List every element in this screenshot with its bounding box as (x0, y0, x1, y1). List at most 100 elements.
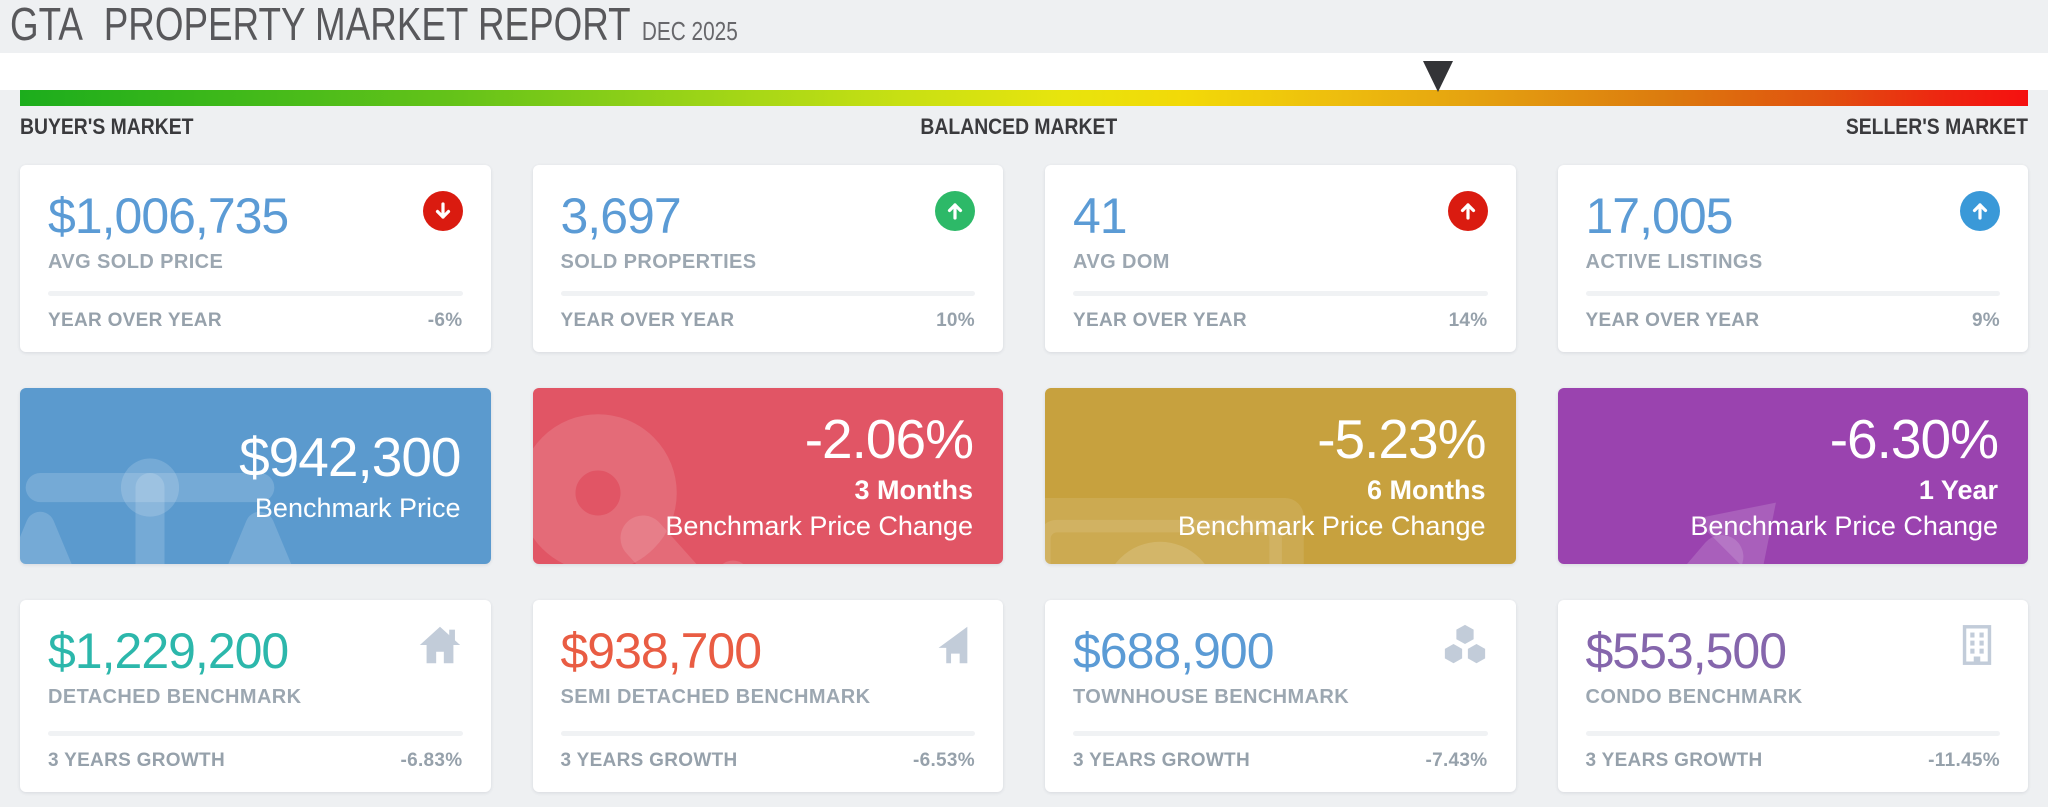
footer-value: -6.53% (912, 750, 975, 771)
kpi-label: AVG SOLD PRICE (48, 251, 224, 273)
benchmark-text: -5.23% 6 Months Benchmark Price Change (1177, 407, 1487, 542)
property-label: SEMI DETACHED BENCHMARK (560, 686, 871, 708)
footer-value: -6% (427, 310, 463, 331)
brand-text: GTA (10, 0, 83, 50)
divider (560, 291, 975, 296)
gauge-gradient-bar (20, 90, 2028, 106)
kpi-card-avg-dom: 41 AVG DOM YEAR OVER YEAR 14% (1045, 165, 1516, 352)
benchmark-period: 1 Year (1918, 475, 1998, 506)
property-value: $938,700 (560, 623, 763, 679)
card-footer: YEAR OVER YEAR -6% (48, 310, 463, 332)
sellers-market-label: SELLER'S MARKET (1845, 114, 2028, 139)
cards-grid: $1,006,735 AVG SOLD PRICE YEAR OVER YEAR… (20, 165, 2028, 792)
report-header: GTA PROPERTY MARKET REPORT DEC 2025 (0, 0, 2048, 53)
footer-label: YEAR OVER YEAR (48, 310, 222, 331)
benchmark-period: 3 Months (854, 475, 974, 506)
market-gauge: BUYER'S MARKET BALANCED MARKET SELLER'S … (0, 53, 2048, 140)
gauge-labels: BUYER'S MARKET BALANCED MARKET SELLER'S … (20, 114, 2028, 140)
footer-value: 10% (936, 310, 975, 331)
card-footer: YEAR OVER YEAR 14% (1073, 310, 1488, 332)
card-footer: 3 YEARS GROWTH -7.43% (1073, 750, 1488, 772)
property-card-detached: $1,229,200 DETACHED BENCHMARK 3 YEARS GR… (20, 600, 491, 792)
footer-value: -6.83% (400, 750, 463, 771)
property-label: CONDO BENCHMARK (1585, 686, 1803, 708)
footer-label: 3 YEARS GROWTH (560, 750, 738, 771)
divider (560, 731, 975, 736)
kpi-card-avg-sold-price: $1,006,735 AVG SOLD PRICE YEAR OVER YEAR… (20, 165, 491, 352)
trend-up-icon (1686, 502, 1776, 564)
benchmark-value: -2.06% (804, 407, 974, 470)
semi-detached-house-icon (938, 626, 968, 664)
benchmark-value: -6.30% (1829, 407, 1999, 470)
divider (48, 731, 463, 736)
footer-label: 3 YEARS GROWTH (48, 750, 225, 771)
circle-arrow-up-icon (935, 191, 975, 231)
buyers-market-label: BUYER'S MARKET (20, 114, 194, 139)
cubes-icon (1444, 624, 1485, 664)
property-card-townhouse: $688,900 TOWNHOUSE BENCHMARK 3 YEARS GRO… (1045, 600, 1516, 792)
kpi-value: 17,005 (1585, 188, 1734, 244)
kpi-card-sold-properties: 3,697 SOLD PROPERTIES YEAR OVER YEAR 10% (532, 165, 1003, 352)
card-footer: YEAR OVER YEAR 10% (561, 310, 976, 332)
kpi-value: 3,697 (560, 188, 682, 244)
gauge-marker-triangle-icon (1422, 61, 1453, 92)
property-card-condo: $553,500 CONDO BENCHMARK 3 YEARS GROWTH … (1557, 600, 2028, 792)
card-footer: YEAR OVER YEAR 9% (1586, 310, 2001, 332)
money-bill-icon: 1 (1045, 498, 1304, 564)
key-icon (532, 414, 743, 564)
benchmark-label: Benchmark Price Change (1177, 511, 1486, 542)
benchmark-text: -2.06% 3 Months Benchmark Price Change (665, 407, 974, 542)
kpi-label: SOLD PROPERTIES (560, 251, 757, 273)
footer-label: 3 YEARS GROWTH (1073, 750, 1250, 771)
footer-label: YEAR OVER YEAR (1585, 310, 1760, 331)
scales-icon (20, 458, 292, 564)
benchmark-change-1y-card: -6.30% 1 Year Benchmark Price Change (1557, 388, 2028, 564)
footer-label: YEAR OVER YEAR (1073, 310, 1247, 331)
property-value: $1,229,200 (48, 623, 289, 679)
divider (1585, 731, 2000, 736)
property-label: TOWNHOUSE BENCHMARK (1073, 686, 1350, 708)
footer-value: -7.43% (1425, 750, 1488, 771)
benchmark-price-card: $942,300 Benchmark Price (20, 388, 491, 564)
card-footer: 3 YEARS GROWTH -6.53% (561, 750, 976, 772)
divider (1073, 731, 1488, 736)
benchmark-period: 6 Months (1367, 475, 1486, 506)
page-title: PROPERTY MARKET REPORT (103, 0, 631, 50)
report-period: DEC 2025 (641, 16, 738, 46)
circle-arrow-up-icon (1447, 191, 1488, 231)
building-icon (1962, 625, 1992, 665)
benchmark-text: -6.30% 1 Year Benchmark Price Change (1690, 407, 1999, 542)
kpi-card-active-listings: 17,005 ACTIVE LISTINGS YEAR OVER YEAR 9% (1557, 165, 2028, 352)
report-title-group: GTA PROPERTY MARKET REPORT DEC 2025 (10, 0, 738, 53)
property-label: DETACHED BENCHMARK (48, 686, 302, 708)
property-value: $553,500 (1585, 623, 1788, 679)
benchmark-change-3m-card: -2.06% 3 Months Benchmark Price Change (532, 388, 1003, 564)
benchmark-label: Benchmark Price Change (1690, 511, 1998, 542)
card-footer: 3 YEARS GROWTH -6.83% (48, 750, 463, 772)
footer-value: 9% (1971, 310, 2000, 331)
benchmark-label: Benchmark Price (254, 492, 461, 523)
kpi-label: ACTIVE LISTINGS (1585, 251, 1763, 273)
divider (48, 291, 463, 296)
footer-value: -11.45% (1928, 750, 2000, 771)
benchmark-label: Benchmark Price Change (665, 511, 973, 542)
kpi-value: 41 (1073, 188, 1128, 244)
property-value: $688,900 (1073, 623, 1275, 679)
house-icon (419, 626, 460, 664)
property-card-semi-detached: $938,700 SEMI DETACHED BENCHMARK 3 YEARS… (532, 600, 1003, 792)
benchmark-value: -5.23% (1317, 407, 1486, 470)
kpi-label: AVG DOM (1073, 251, 1170, 273)
footer-label: 3 YEARS GROWTH (1585, 750, 1763, 771)
benchmark-text: $942,300 Benchmark Price (239, 426, 461, 523)
svg-text:1: 1 (1137, 549, 1184, 564)
circle-arrow-up-icon (1960, 191, 2000, 231)
kpi-value: $1,006,735 (48, 188, 289, 244)
card-footer: 3 YEARS GROWTH -11.45% (1586, 750, 2001, 772)
gauge-band (0, 53, 2048, 90)
circle-arrow-down-icon (422, 191, 463, 231)
balanced-market-label: BALANCED MARKET (920, 114, 1118, 139)
benchmark-value: $942,300 (239, 426, 461, 489)
footer-label: YEAR OVER YEAR (560, 310, 735, 331)
divider (1073, 291, 1488, 296)
